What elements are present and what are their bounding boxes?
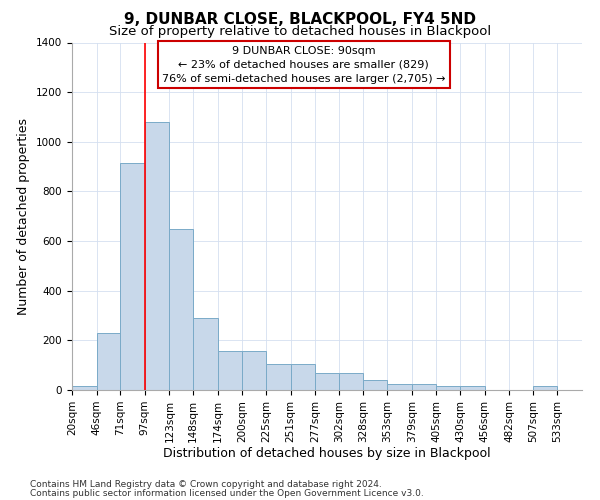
Text: Size of property relative to detached houses in Blackpool: Size of property relative to detached ho… xyxy=(109,25,491,38)
Bar xyxy=(339,372,364,390)
Text: 9, DUNBAR CLOSE, BLACKPOOL, FY4 5ND: 9, DUNBAR CLOSE, BLACKPOOL, FY4 5ND xyxy=(124,12,476,28)
Text: Contains public sector information licensed under the Open Government Licence v3: Contains public sector information licen… xyxy=(30,488,424,498)
Bar xyxy=(72,386,97,390)
Text: Contains HM Land Registry data © Crown copyright and database right 2024.: Contains HM Land Registry data © Crown c… xyxy=(30,480,382,489)
Bar xyxy=(290,364,315,390)
Bar xyxy=(436,386,460,390)
X-axis label: Distribution of detached houses by size in Blackpool: Distribution of detached houses by size … xyxy=(163,448,491,460)
Bar xyxy=(120,163,145,390)
Bar xyxy=(193,318,218,390)
Bar xyxy=(364,380,387,390)
Bar xyxy=(169,228,193,390)
Y-axis label: Number of detached properties: Number of detached properties xyxy=(17,118,31,315)
Bar xyxy=(266,364,290,390)
Bar xyxy=(412,384,436,390)
Bar xyxy=(533,386,557,390)
Bar xyxy=(218,351,242,390)
Bar xyxy=(460,386,485,390)
Bar xyxy=(387,384,412,390)
Bar xyxy=(97,334,120,390)
Text: 9 DUNBAR CLOSE: 90sqm
← 23% of detached houses are smaller (829)
76% of semi-det: 9 DUNBAR CLOSE: 90sqm ← 23% of detached … xyxy=(162,46,446,84)
Bar xyxy=(242,351,266,390)
Bar xyxy=(315,372,339,390)
Bar xyxy=(145,122,169,390)
